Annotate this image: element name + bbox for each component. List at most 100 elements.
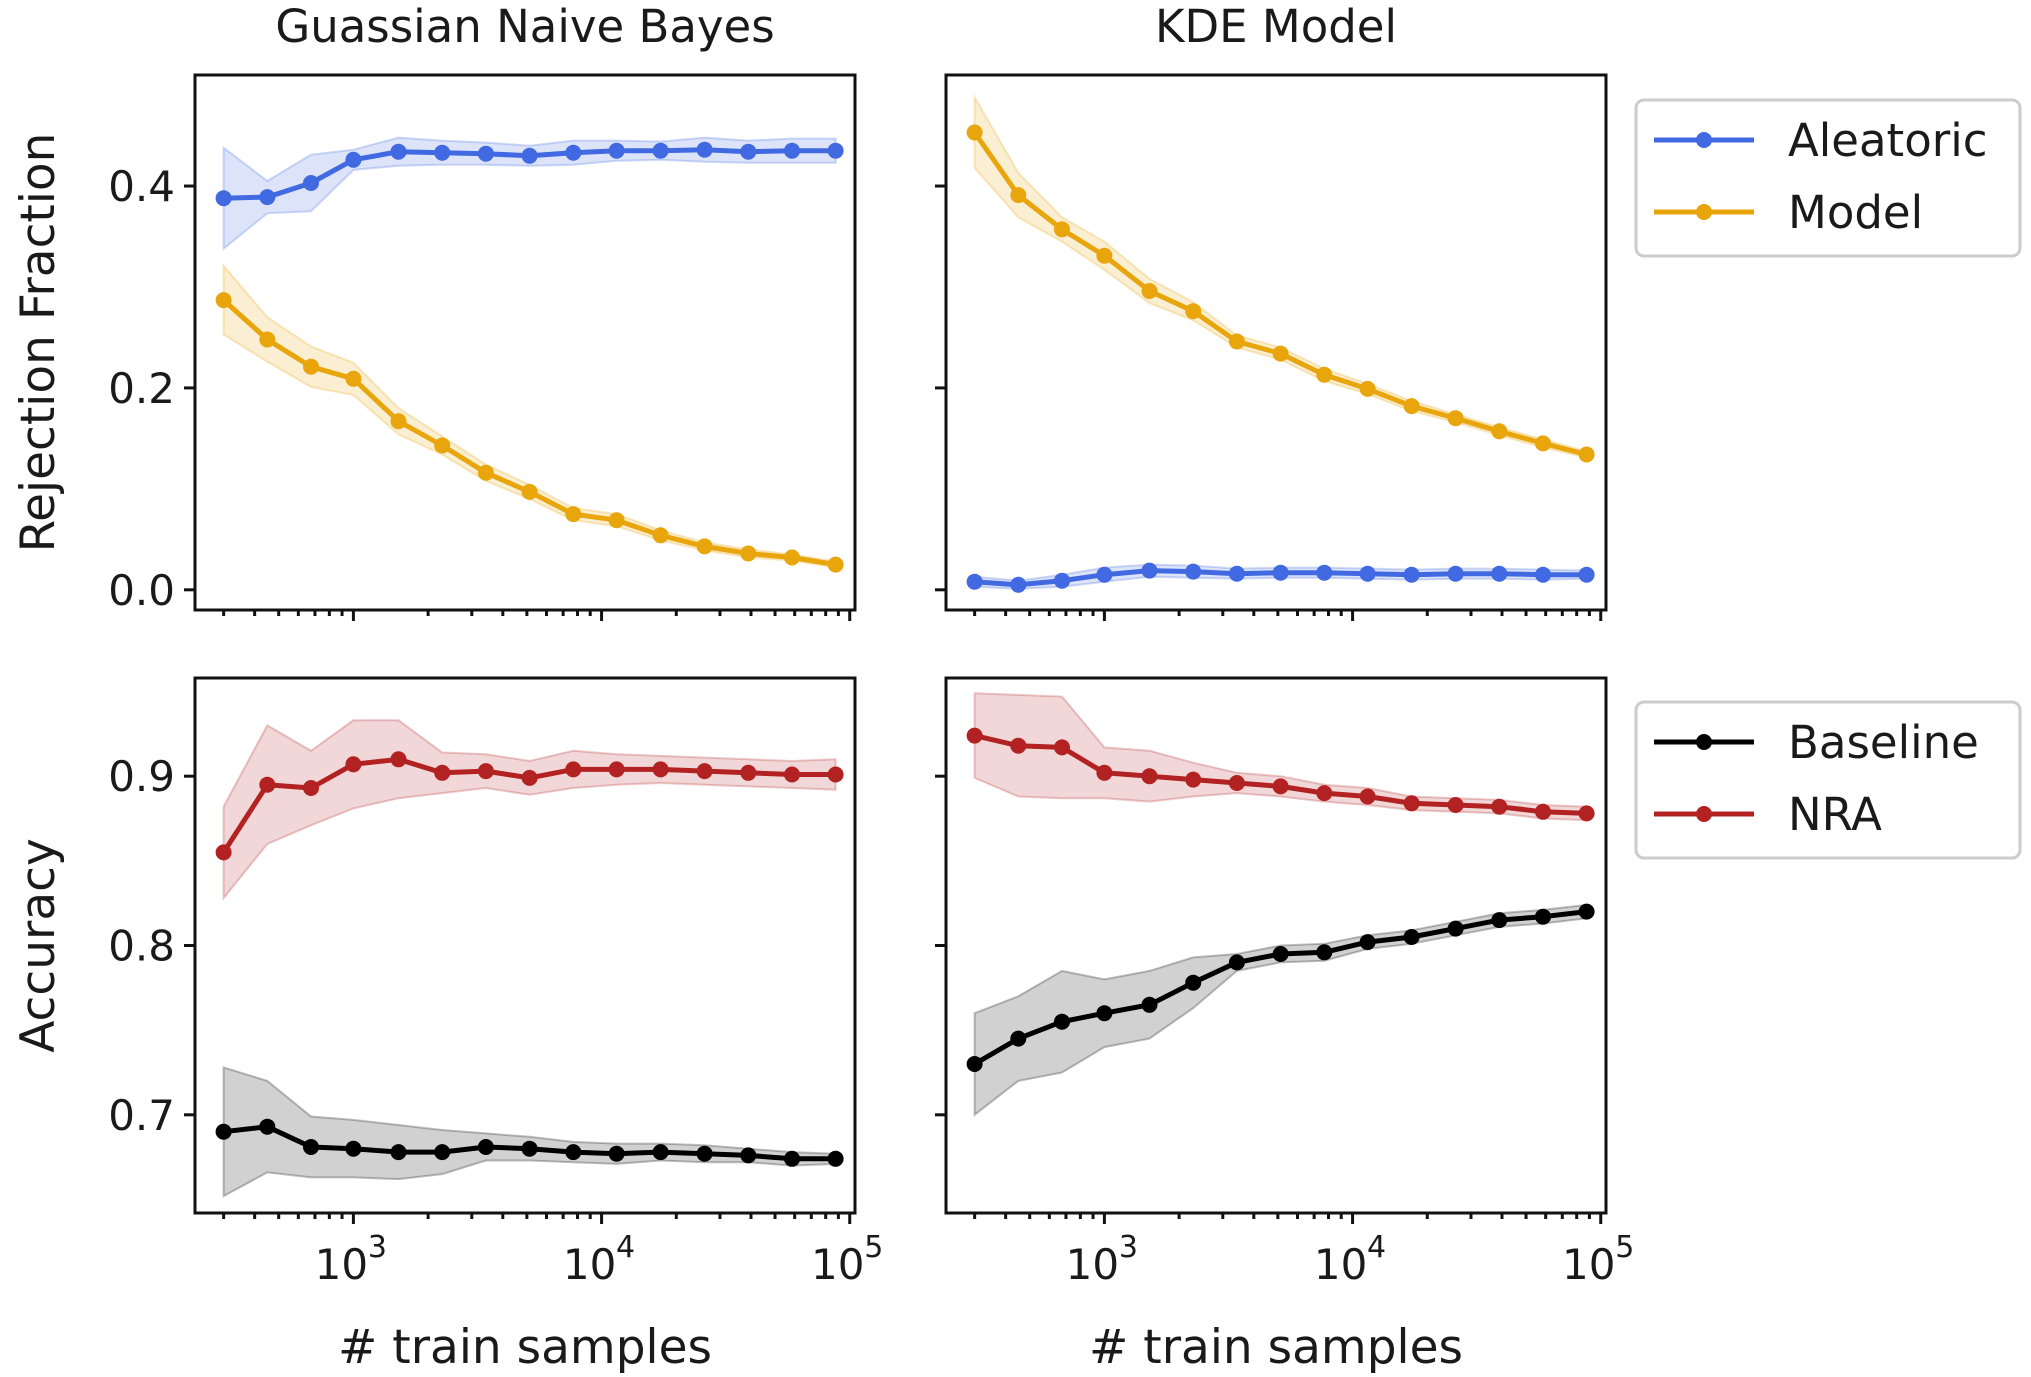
point-model	[1491, 423, 1508, 440]
x-tick-label: 10	[1314, 1240, 1367, 1289]
point-baseline	[827, 1150, 844, 1167]
point-baseline	[1578, 903, 1595, 920]
point-model	[259, 331, 276, 348]
point-nra	[259, 776, 276, 793]
point-baseline	[1403, 929, 1420, 945]
point-model	[1228, 333, 1245, 350]
legend-label-model: Model	[1788, 186, 1923, 239]
point-model	[608, 512, 625, 529]
point-nra	[1096, 764, 1113, 781]
point-model	[477, 464, 494, 481]
point-aleatoric	[1272, 564, 1289, 581]
point-nra	[345, 756, 362, 773]
x-tick-label: 10	[1066, 1240, 1119, 1289]
point-baseline	[1447, 920, 1464, 937]
point-model	[1185, 303, 1202, 320]
point-aleatoric	[1096, 566, 1113, 583]
point-aleatoric	[784, 142, 800, 159]
band-model	[222, 263, 837, 569]
point-aleatoric	[1535, 566, 1551, 583]
point-model	[1535, 435, 1551, 452]
point-model	[1578, 446, 1595, 463]
point-baseline	[565, 1144, 582, 1161]
point-model	[434, 437, 451, 454]
legend-swatch-marker	[1696, 806, 1712, 822]
point-baseline	[1535, 908, 1551, 925]
point-baseline	[390, 1144, 407, 1161]
point-aleatoric	[740, 143, 757, 160]
point-nra	[652, 761, 669, 778]
point-baseline	[696, 1145, 713, 1162]
point-aleatoric	[215, 190, 232, 207]
point-aleatoric	[521, 147, 538, 164]
point-nra	[1491, 798, 1508, 815]
panel-top-left: 0.0 0.2 0.4 Guassian Naive Bayes Rejection F…	[11, 0, 857, 621]
point-nra	[1185, 771, 1202, 788]
point-model	[1141, 283, 1158, 299]
x-tick-exponent: 5	[1615, 1230, 1634, 1265]
point-nra	[521, 769, 538, 786]
point-aleatoric	[1578, 566, 1595, 583]
point-nra	[215, 844, 232, 861]
point-aleatoric	[345, 151, 362, 168]
point-aleatoric	[1228, 565, 1245, 582]
y-tick-label: 0.9	[108, 752, 175, 801]
legend-swatch-marker	[1696, 734, 1712, 750]
x-tick-exponent: 3	[1119, 1230, 1138, 1265]
legend-accuracy: Baseline NRA	[1634, 700, 2022, 860]
x-tick-label: 10	[563, 1240, 616, 1289]
point-model	[1010, 187, 1027, 204]
band-baseline	[973, 903, 1588, 1117]
y-tick-label: 0.7	[108, 1091, 175, 1140]
point-aleatoric	[259, 189, 276, 206]
point-aleatoric	[434, 144, 451, 161]
y-tick-label: 0.8	[108, 922, 175, 971]
y-tick-label: 0.2	[108, 364, 175, 413]
point-nra	[827, 766, 844, 783]
point-baseline	[1272, 946, 1289, 962]
panel-bottom-right: 10 3 10 4 10 5# train samples	[935, 676, 1634, 1375]
point-model	[1054, 221, 1070, 238]
point-model	[521, 483, 538, 500]
y-tick-label: 0.4	[108, 162, 175, 211]
point-nra	[1403, 795, 1420, 812]
axes-frame	[193, 73, 857, 612]
panel-title: KDE Model	[1155, 0, 1397, 53]
point-baseline	[784, 1150, 800, 1167]
point-aleatoric	[1010, 576, 1027, 593]
band-aleatoric	[222, 136, 837, 251]
y-axis-label: Accuracy	[11, 838, 66, 1053]
point-aleatoric	[608, 142, 625, 159]
point-model	[1403, 398, 1420, 415]
point-aleatoric	[477, 145, 494, 162]
point-model	[1096, 247, 1113, 264]
legend-label-nra: NRA	[1788, 788, 1882, 841]
point-model	[1272, 345, 1289, 362]
point-model	[1359, 380, 1376, 397]
point-model	[827, 556, 844, 573]
point-aleatoric	[827, 142, 844, 159]
line-model	[972, 131, 1588, 457]
point-nra	[696, 763, 713, 780]
x-tick-exponent: 4	[616, 1230, 635, 1265]
point-nra	[1535, 803, 1551, 820]
point-aleatoric	[1491, 565, 1508, 582]
panel-title: Guassian Naive Bayes	[275, 0, 774, 53]
x-tick-label: 10	[1562, 1240, 1615, 1289]
point-nra	[784, 766, 800, 783]
point-aleatoric	[966, 573, 983, 590]
point-nra	[1359, 788, 1376, 805]
point-baseline	[345, 1140, 362, 1157]
point-aleatoric	[390, 143, 407, 160]
point-baseline	[1010, 1030, 1027, 1047]
point-baseline	[1096, 1005, 1113, 1022]
point-baseline	[1316, 944, 1333, 961]
point-nra	[1228, 775, 1245, 791]
point-baseline	[966, 1056, 983, 1072]
legend-label-aleatoric: Aleatoric	[1788, 114, 1987, 167]
legend-swatch-marker	[1696, 132, 1712, 148]
point-baseline	[215, 1123, 232, 1140]
point-nra	[608, 761, 625, 778]
point-model	[966, 124, 983, 141]
